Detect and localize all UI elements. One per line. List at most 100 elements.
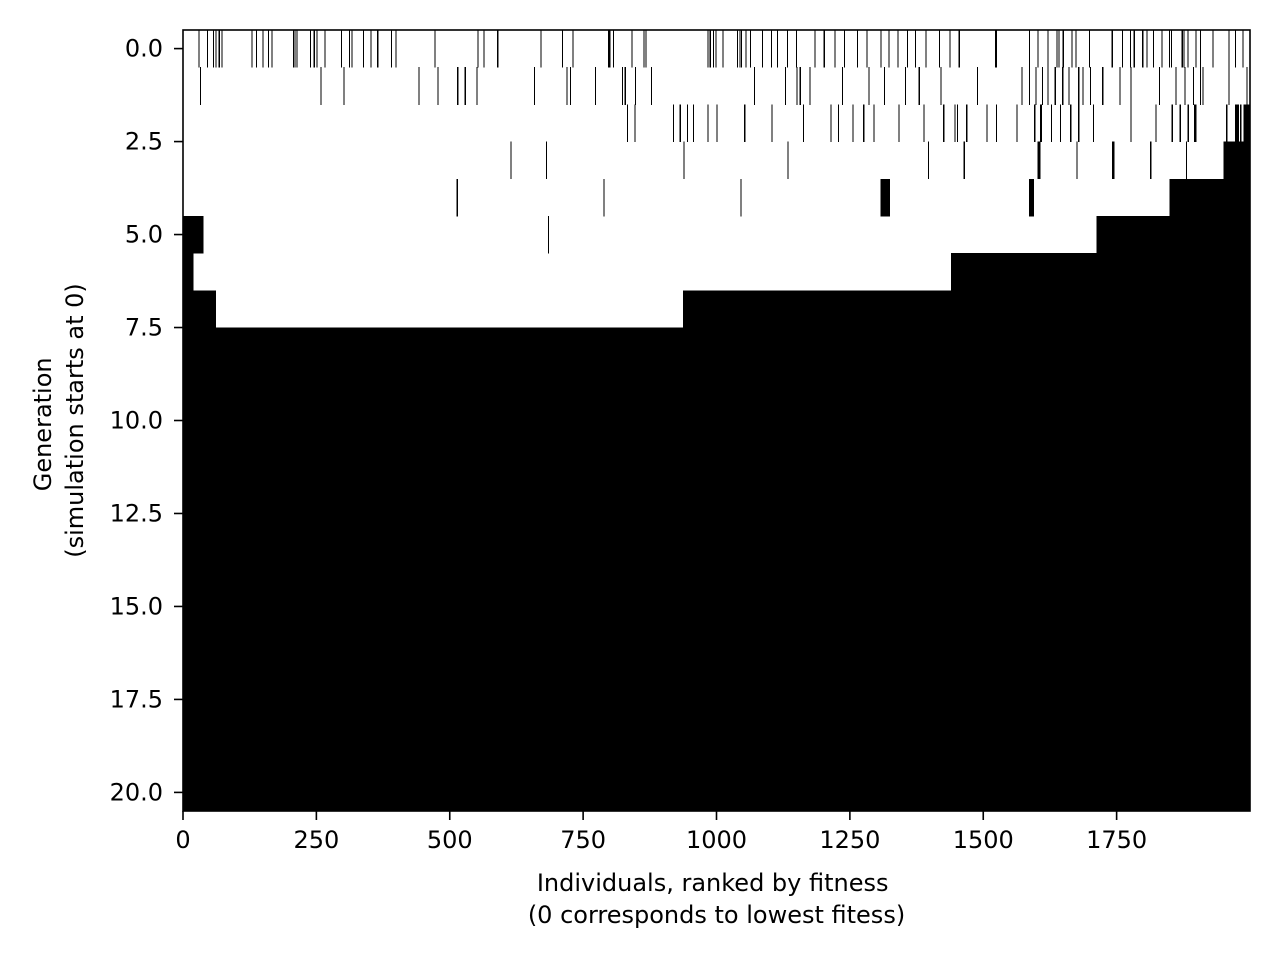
heatmap-cell — [377, 30, 379, 68]
heatmap-cell — [682, 290, 1250, 328]
heatmap-cell — [395, 30, 397, 68]
heatmap-cell — [687, 104, 689, 142]
heatmap-cell — [650, 67, 652, 105]
heatmap-cell — [1076, 141, 1078, 180]
heatmap-cell — [1130, 67, 1132, 105]
heatmap-cell — [1062, 67, 1064, 105]
y-tick-label: 20.0 — [110, 778, 163, 806]
heatmap-cell — [464, 67, 466, 105]
heatmap-cell — [841, 67, 843, 105]
heatmap-cell — [683, 141, 685, 180]
heatmap-cell — [545, 141, 547, 180]
heatmap-cell — [340, 30, 342, 68]
heatmap-cell — [1130, 104, 1132, 142]
heatmap-cell — [296, 30, 298, 68]
heatmap-cell — [750, 30, 752, 68]
heatmap-cell — [183, 476, 1250, 514]
heatmap-cell — [1047, 67, 1049, 105]
heatmap-cell — [786, 30, 788, 68]
heatmap-cell — [215, 30, 217, 68]
heatmap-cell — [715, 30, 717, 68]
heatmap-cell — [745, 30, 747, 68]
heatmap-cell — [457, 67, 459, 105]
heatmap-cell — [631, 30, 633, 68]
y-tick-label: 2.5 — [125, 128, 163, 156]
heatmap-cell — [183, 625, 1250, 663]
heatmap-cell — [613, 30, 615, 68]
heatmap-cell — [1225, 104, 1228, 142]
heatmap-cell — [1142, 30, 1144, 68]
heatmap-cell — [1242, 30, 1244, 68]
heatmap-cell — [1228, 67, 1230, 105]
heatmap-cell — [707, 30, 709, 68]
heatmap-cell — [1051, 104, 1053, 142]
y-axis-label-line-1: Generation — [29, 357, 57, 491]
heatmap-cell — [391, 30, 393, 68]
heatmap-cell — [1169, 178, 1250, 217]
heatmap-cell — [183, 587, 1250, 626]
heatmap-cell — [1058, 30, 1060, 68]
heatmap-cell — [966, 104, 968, 142]
x-axis-label-line-2: (0 corresponds to lowest fitess) — [528, 901, 905, 929]
heatmap-cell — [1202, 67, 1204, 105]
heatmap-cell — [1093, 104, 1095, 142]
heatmap-cell — [1078, 104, 1080, 142]
heatmap-cell — [294, 30, 296, 68]
heatmap-cell — [863, 104, 865, 142]
heatmap-cell — [838, 104, 840, 142]
heatmap-cell — [1187, 104, 1190, 142]
heatmap-cell — [418, 67, 420, 105]
heatmap-cell — [1223, 141, 1250, 180]
heatmap-cell — [362, 30, 364, 68]
heatmap-cell — [183, 662, 1250, 700]
heatmap-cell — [1161, 30, 1163, 68]
heatmap-cell — [634, 104, 636, 142]
heatmap-cell — [1096, 215, 1250, 254]
heatmap-cell — [1054, 67, 1056, 105]
heatmap-cell — [986, 104, 988, 142]
heatmap-cell — [925, 30, 927, 68]
heatmap-cell — [996, 104, 998, 142]
heatmap-cell — [1129, 30, 1132, 68]
heatmap-cell — [1158, 67, 1160, 105]
heatmap-cell — [212, 30, 214, 68]
heatmap-cell — [679, 104, 681, 142]
heatmap-cell — [370, 30, 372, 68]
heatmap-cell — [207, 30, 209, 68]
heatmap-cell — [1088, 30, 1090, 68]
heatmap-cell — [183, 327, 1250, 366]
heatmap-cell — [1037, 141, 1041, 180]
heatmap-cell — [1175, 67, 1177, 105]
heatmap-cell — [1078, 67, 1080, 105]
heatmap-cell — [476, 67, 478, 105]
heatmap-cell — [963, 141, 966, 180]
heatmap-cell — [1082, 67, 1084, 105]
heatmap-cell — [626, 104, 628, 142]
heatmap-cell — [309, 30, 312, 68]
heatmap-cell — [739, 30, 741, 68]
heatmap-cell — [799, 67, 801, 105]
heatmap-cell — [744, 104, 746, 142]
heatmap-cell — [856, 30, 858, 68]
heatmap-cell — [1070, 104, 1072, 142]
heatmap-cell — [316, 30, 318, 68]
heatmap-cell — [741, 30, 743, 68]
heatmap-cell — [1041, 67, 1043, 105]
heatmap-cell — [709, 30, 712, 68]
heatmap-cell — [1150, 141, 1152, 180]
heatmap-cell — [740, 178, 742, 217]
x-tick-label: 750 — [560, 826, 606, 854]
x-tick-label: 0 — [175, 826, 190, 854]
heatmap-cell — [884, 67, 886, 105]
heatmap-cell — [1047, 30, 1049, 68]
heatmap-cell — [198, 30, 200, 68]
heatmap-cell — [868, 67, 870, 105]
heatmap-cell — [996, 30, 998, 68]
heatmap-cell — [1062, 30, 1064, 68]
heatmap-cell — [1235, 30, 1237, 68]
heatmap-cell — [1075, 30, 1077, 68]
heatmap-cell — [256, 30, 258, 68]
heatmap-cell — [1179, 104, 1182, 142]
heatmap-cell — [897, 30, 899, 68]
